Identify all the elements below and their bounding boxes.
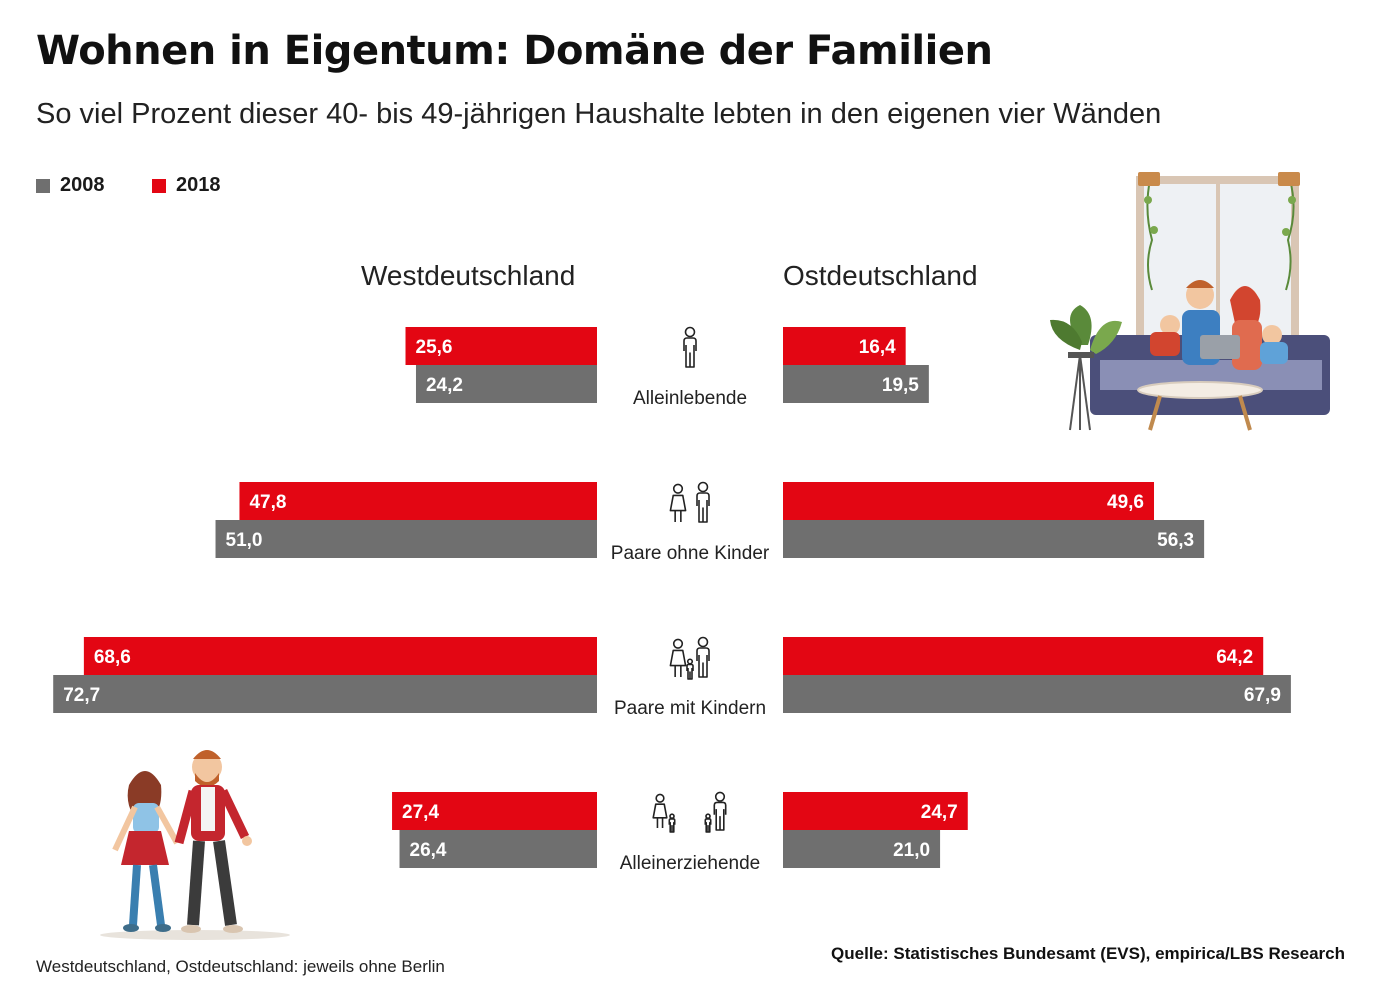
bar-label-west-alleinlebende-2008: 24,2: [426, 375, 463, 396]
category-label-paare-mit-kindern: Paare mit Kindern: [614, 698, 766, 719]
region-title-west: Westdeutschland: [361, 260, 576, 291]
family-icon: [669, 636, 710, 680]
single-parent-icon: [652, 791, 727, 833]
bar-east-alleinerziehende-2018: [783, 792, 968, 830]
region-title-east: Ostdeutschland: [783, 260, 978, 291]
bar-label-west-alleinlebende-2018: 25,6: [416, 337, 453, 358]
legend-swatch-2008: [36, 178, 50, 193]
single-person-icon: [683, 326, 697, 368]
bar-label-east-alleinlebende-2018: 16,4: [859, 337, 896, 358]
bar-label-east-alleinerziehende-2018: 24,7: [921, 802, 958, 823]
bar-west-alleinlebende-2008: [415, 365, 597, 403]
bar-label-west-paare-ohne-kinder-2018: 47,8: [249, 492, 286, 513]
bar-label-west-alleinerziehende-2018: 27,4: [402, 802, 439, 823]
chart-title: Wohnen in Eigentum: Domäne der Familien: [36, 28, 993, 74]
bar-east-alleinlebende-2018: [783, 327, 906, 365]
bar-west-paare-ohne-kinder-2018: [239, 482, 597, 520]
bar-west-paare-ohne-kinder-2008: [215, 520, 597, 558]
bar-east-alleinlebende-2008: [783, 365, 929, 403]
bar-west-paare-mit-kindern-2018: [83, 637, 597, 675]
bar-label-west-paare-ohne-kinder-2008: 51,0: [226, 530, 263, 551]
bar-label-west-alleinerziehende-2008: 26,4: [410, 840, 447, 861]
source-note: Quelle: Statistisches Bundesamt (EVS), e…: [831, 944, 1345, 963]
bar-east-paare-mit-kindern-2018: [783, 637, 1264, 675]
bar-label-east-paare-mit-kindern-2008: 67,9: [1244, 685, 1281, 706]
bar-west-alleinlebende-2018: [405, 327, 597, 365]
legend-swatch-2018: [152, 178, 166, 193]
bar-label-east-paare-ohne-kinder-2018: 49,6: [1107, 492, 1144, 513]
legend-item-2008: 2008: [36, 174, 105, 197]
bar-label-west-paare-mit-kindern-2008: 72,7: [63, 685, 100, 706]
family-sofa-illustration: [1050, 172, 1330, 431]
couple-icon: [669, 481, 710, 523]
bar-label-east-alleinerziehende-2008: 21,0: [893, 840, 930, 861]
footnote: Westdeutschland, Ostdeutschland: jeweils…: [36, 957, 445, 976]
bar-west-alleinerziehende-2018: [392, 792, 597, 830]
bar-label-east-alleinlebende-2008: 19,5: [882, 375, 919, 396]
bar-east-paare-mit-kindern-2008: [783, 675, 1291, 713]
bar-label-west-paare-mit-kindern-2018: 68,6: [94, 647, 131, 668]
bar-east-alleinerziehende-2008: [783, 830, 941, 868]
category-label-paare-ohne-kinder: Paare ohne Kinder: [611, 543, 770, 564]
bar-west-paare-mit-kindern-2008: [53, 675, 598, 713]
bar-east-paare-ohne-kinder-2008: [783, 520, 1205, 558]
bar-west-alleinerziehende-2008: [399, 830, 597, 868]
bar-label-east-paare-mit-kindern-2018: 64,2: [1216, 647, 1253, 668]
category-label-alleinlebende: Alleinlebende: [633, 388, 747, 409]
legend-label-2008: 2008: [60, 174, 105, 196]
legend-item-2018: 2018: [152, 174, 221, 197]
legend-label-2018: 2018: [176, 174, 221, 196]
couple-illustration: [100, 750, 290, 940]
category-label-alleinerziehende: Alleinerziehende: [620, 853, 761, 874]
bar-east-paare-ohne-kinder-2018: [783, 482, 1155, 520]
bar-label-east-paare-ohne-kinder-2008: 56,3: [1157, 530, 1194, 551]
chart-subtitle: So viel Prozent dieser 40- bis 49-jährig…: [36, 98, 1162, 130]
